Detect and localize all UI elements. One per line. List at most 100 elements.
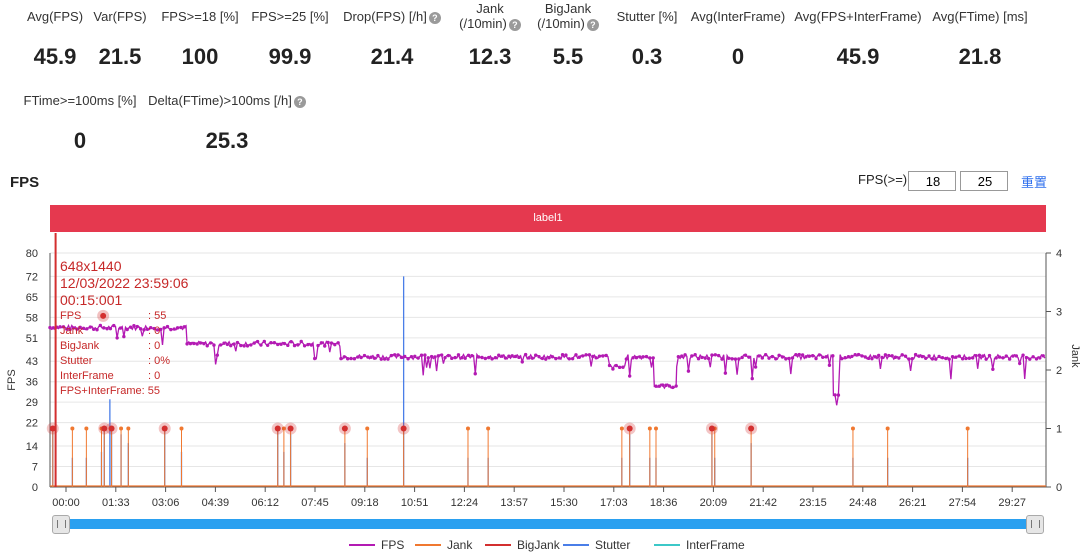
fps-point	[631, 356, 635, 360]
metric-value: 25.3	[205, 128, 249, 153]
fps-point	[927, 354, 931, 358]
fps-point	[78, 325, 82, 330]
help-icon[interactable]: ?	[293, 95, 306, 108]
fps-point	[591, 354, 595, 359]
fps-point	[58, 325, 62, 329]
metric-drop-fps-h: Drop(FPS) [/h]? 21.4	[312, 9, 472, 79]
fps-high-threshold-input[interactable]	[960, 171, 1008, 191]
fps-point	[594, 356, 598, 360]
fps-point	[947, 357, 951, 361]
fps-point	[554, 356, 558, 361]
fps-point	[382, 357, 387, 361]
fps-point	[149, 325, 153, 330]
fps-point	[664, 383, 668, 387]
fps-point	[700, 355, 704, 360]
fps-point	[218, 343, 223, 347]
legend-item-jank[interactable]: Jank	[415, 538, 472, 552]
reset-button[interactable]: 重置	[1021, 175, 1048, 190]
fps-point	[710, 353, 714, 357]
help-icon[interactable]: ?	[586, 18, 599, 31]
help-icon[interactable]: ?	[428, 11, 441, 24]
fps-point	[550, 355, 555, 359]
fps-point	[713, 353, 718, 357]
legend-item-stutter[interactable]: Stutter	[563, 538, 630, 552]
tooltip-row: Stutter: 0%	[60, 354, 190, 369]
fps-point	[51, 326, 56, 330]
fps-point	[648, 356, 652, 360]
legend-item-bigjank[interactable]: BigJank	[485, 538, 560, 552]
fps-point	[667, 384, 672, 388]
help-icon[interactable]: ?	[508, 18, 521, 31]
fps-point	[286, 343, 290, 348]
slider-track[interactable]	[58, 519, 1038, 529]
fps-point	[1007, 357, 1012, 361]
fps-point	[132, 324, 136, 328]
fps-point	[108, 326, 113, 331]
fps-point	[262, 339, 267, 344]
fps-point	[866, 356, 871, 361]
fps-point	[824, 355, 828, 359]
fps-point	[547, 356, 551, 360]
legend-label: FPS	[381, 538, 405, 552]
fps-point	[770, 354, 775, 359]
legend-swatch	[485, 544, 511, 546]
fps-point	[703, 356, 707, 360]
fps-point	[118, 326, 123, 330]
fps-point	[987, 353, 992, 358]
fps-point	[641, 355, 645, 359]
fps-point	[930, 357, 935, 361]
label-bar[interactable]: label1	[50, 205, 1046, 232]
metric-fps-18: FPS>=18 [%] 100	[120, 9, 280, 79]
time-range-slider[interactable]	[50, 515, 1046, 534]
fps-point	[957, 354, 961, 358]
fps-point	[683, 353, 687, 357]
fps-low-threshold-input[interactable]	[908, 171, 956, 191]
fps-point	[345, 357, 350, 361]
tooltip-key: FPS+InterFrame	[60, 385, 142, 397]
fps-point	[466, 353, 471, 358]
fps-point	[128, 325, 133, 329]
y-tick-label: 29	[26, 397, 38, 409]
y-tick-label: 0	[32, 482, 38, 494]
fps-point	[182, 325, 186, 329]
metric-fps-25: FPS>=25 [%] 99.9	[210, 9, 370, 79]
fps-point	[68, 327, 72, 332]
fps-point	[893, 355, 898, 359]
bigjank-point	[108, 425, 115, 432]
tooltip-row: FPS+InterFrame: 55	[60, 384, 190, 399]
slider-left-handle[interactable]	[52, 515, 70, 534]
fps-point	[319, 341, 324, 345]
fps-point	[252, 341, 256, 345]
legend-item-interframe[interactable]: InterFrame	[654, 538, 745, 552]
fps-point	[967, 356, 972, 360]
fps-point	[369, 355, 373, 359]
fps-point	[480, 355, 484, 360]
tooltip-key: BigJank	[60, 340, 100, 352]
fps-point	[537, 354, 541, 359]
fps-point	[686, 369, 691, 373]
y-tick-label: 22	[26, 418, 38, 430]
fps-point	[75, 327, 79, 331]
fps-point	[853, 352, 857, 357]
fps-point	[493, 355, 498, 360]
fps-point	[887, 353, 891, 358]
fps-point	[977, 353, 982, 358]
jank-point	[965, 426, 970, 431]
slider-right-handle[interactable]	[1026, 515, 1044, 534]
jank-point	[119, 426, 124, 431]
x-tick-label: 09:18	[351, 497, 379, 509]
metric-value: 5.5	[552, 44, 584, 69]
jank-point	[465, 426, 470, 431]
metric-label: Stutter [%]	[616, 9, 678, 24]
jank-point	[179, 426, 184, 431]
fps-point	[617, 365, 622, 370]
fps-point	[446, 353, 451, 358]
fps-point	[185, 342, 189, 346]
legend-item-fps[interactable]: FPS	[349, 538, 405, 552]
fps-point	[870, 356, 874, 361]
fps-point	[282, 341, 287, 346]
metric-value: 21.5	[98, 44, 142, 69]
cursor-point	[100, 312, 107, 319]
fps-point	[85, 327, 89, 331]
